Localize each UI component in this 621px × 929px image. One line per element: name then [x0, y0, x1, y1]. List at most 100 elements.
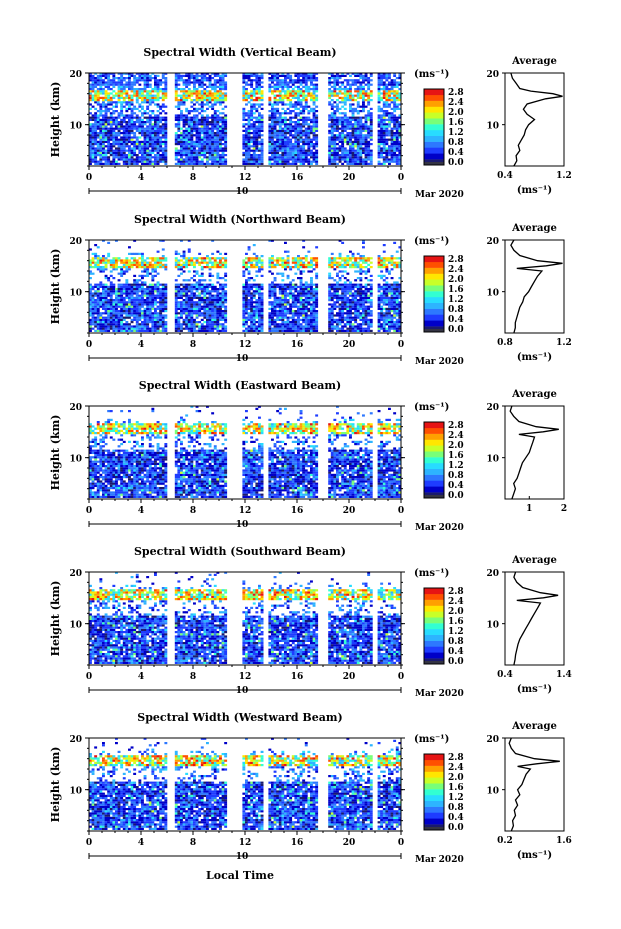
heatmap-cell — [159, 312, 163, 315]
heatmap-cell — [354, 123, 358, 126]
heatmap-cell — [107, 145, 111, 148]
heatmap-cell — [112, 160, 116, 163]
heatmap-cell — [141, 158, 144, 161]
heatmap-cell — [395, 103, 399, 106]
heatmap-cell — [138, 312, 142, 315]
heatmap-cell — [271, 327, 274, 330]
heatmap-cell — [291, 301, 295, 304]
heatmap-cell — [156, 99, 160, 102]
heatmap-cell — [208, 94, 212, 97]
heatmap-cell — [271, 110, 274, 113]
heatmap-cell — [177, 99, 181, 102]
heatmap-cell — [208, 143, 212, 146]
heatmap-cell — [385, 310, 389, 313]
heatmap-cell — [224, 114, 228, 117]
heatmap-cell — [151, 299, 155, 302]
heatmap-cell — [208, 145, 212, 148]
heatmap-cell — [315, 136, 319, 139]
heatmap-cell — [341, 301, 345, 304]
heatmap-cell — [96, 310, 100, 313]
heatmap-cell — [112, 116, 116, 119]
heatmap-cell — [151, 301, 155, 304]
heatmap-cell — [289, 325, 293, 328]
heatmap-cell — [219, 299, 222, 302]
heatmap-cell — [367, 129, 371, 132]
heatmap-cell — [289, 312, 293, 315]
heatmap-cell — [393, 143, 397, 146]
heatmap-cell — [278, 138, 282, 141]
heatmap-cell — [291, 88, 295, 91]
heatmap-cell — [281, 136, 285, 139]
heatmap-cell — [104, 301, 108, 304]
heatmap-cell — [273, 88, 277, 91]
heatmap-cell — [148, 299, 152, 302]
heatmap-cell — [346, 316, 350, 319]
heatmap-cell — [161, 99, 165, 102]
heatmap-cell — [112, 301, 116, 304]
heatmap-cell — [96, 147, 100, 150]
heatmap-cell — [224, 149, 228, 152]
heatmap-cell — [242, 321, 246, 324]
heatmap-cell — [216, 329, 220, 332]
heatmap-cell — [216, 310, 220, 313]
heatmap-cell — [213, 307, 217, 310]
heatmap-cell — [164, 90, 168, 93]
heatmap-cell — [362, 305, 365, 308]
heatmap-cell — [258, 127, 261, 130]
heatmap-cell — [382, 123, 386, 126]
heatmap-cell — [398, 129, 402, 132]
heatmap-cell — [356, 329, 360, 332]
heatmap-cell — [219, 143, 222, 146]
heatmap-cell — [242, 318, 246, 321]
heatmap-cell — [398, 83, 402, 86]
heatmap-cell — [213, 140, 217, 143]
heatmap-cell — [315, 321, 319, 324]
heatmap-cell — [206, 325, 209, 328]
heatmap-cell — [154, 162, 157, 165]
heatmap-cell — [328, 151, 332, 154]
heatmap-cell — [135, 301, 139, 304]
heatmap-cell — [203, 123, 207, 126]
heatmap-cell — [250, 149, 254, 152]
heatmap-cell — [315, 301, 319, 304]
heatmap-cell — [102, 114, 105, 117]
heatmap-cell — [122, 156, 126, 159]
heatmap-cell — [161, 96, 165, 99]
heatmap-cell — [216, 134, 220, 137]
heatmap-cell — [297, 138, 300, 141]
heatmap-cell — [112, 154, 116, 157]
heatmap-cell — [385, 129, 389, 132]
heatmap-cell — [245, 323, 248, 326]
heatmap-cell — [354, 134, 358, 137]
heatmap-cell — [377, 299, 381, 302]
heatmap-cell — [328, 158, 332, 161]
heatmap-cell — [122, 296, 126, 299]
heatmap-cell — [276, 323, 280, 326]
heatmap-cell — [107, 321, 111, 324]
heatmap-cell — [310, 118, 313, 121]
heatmap-cell — [349, 303, 352, 306]
heatmap-cell — [359, 156, 363, 159]
heatmap-cell — [130, 318, 134, 321]
heatmap-cell — [211, 160, 215, 163]
heatmap-cell — [390, 79, 394, 82]
heatmap-cell — [380, 81, 384, 84]
heatmap-cell — [206, 79, 209, 82]
heatmap-cell — [161, 127, 165, 130]
heatmap-cell — [117, 125, 121, 128]
heatmap-cell — [213, 158, 217, 161]
heatmap-cell — [367, 79, 371, 82]
heatmap-cell — [122, 121, 126, 124]
heatmap-cell — [146, 74, 150, 77]
heatmap-cell — [398, 316, 402, 319]
heatmap-cell — [369, 129, 373, 132]
heatmap-cell — [211, 123, 215, 126]
colorbar-segment — [424, 106, 444, 113]
heatmap-cell — [356, 79, 360, 82]
heatmap-cell — [242, 79, 246, 82]
heatmap-cell — [154, 299, 157, 302]
heatmap-cell — [107, 74, 111, 77]
heatmap-cell — [187, 162, 191, 165]
heatmap-cell — [219, 310, 222, 313]
heatmap-cell — [284, 307, 287, 310]
